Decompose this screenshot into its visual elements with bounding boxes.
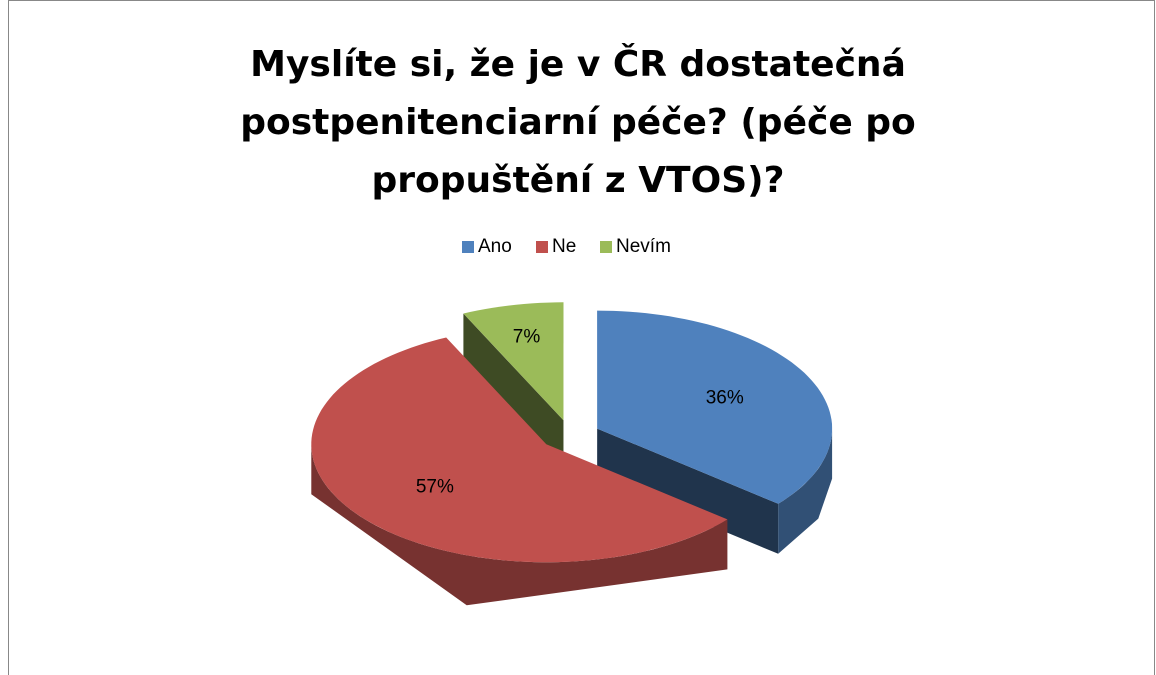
slice-side <box>597 428 779 554</box>
data-label: 36% <box>706 387 744 408</box>
slice <box>463 302 564 421</box>
data-label: 7% <box>513 326 541 347</box>
legend-swatch <box>600 241 612 253</box>
legend-swatch <box>462 241 474 253</box>
slice-wall <box>778 428 833 554</box>
legend-swatch <box>536 241 548 253</box>
data-label: 57% <box>416 477 454 498</box>
slice <box>311 337 728 563</box>
slice <box>597 310 833 504</box>
slice-wall <box>311 444 728 606</box>
slice-side <box>463 313 564 471</box>
chart-title: Myslíte si, že je v ČR dostatečná postpe… <box>240 44 916 201</box>
legend-label: Nevím <box>616 236 671 257</box>
legend-label: Ano <box>478 236 512 257</box>
legend-label: Ne <box>552 236 576 257</box>
